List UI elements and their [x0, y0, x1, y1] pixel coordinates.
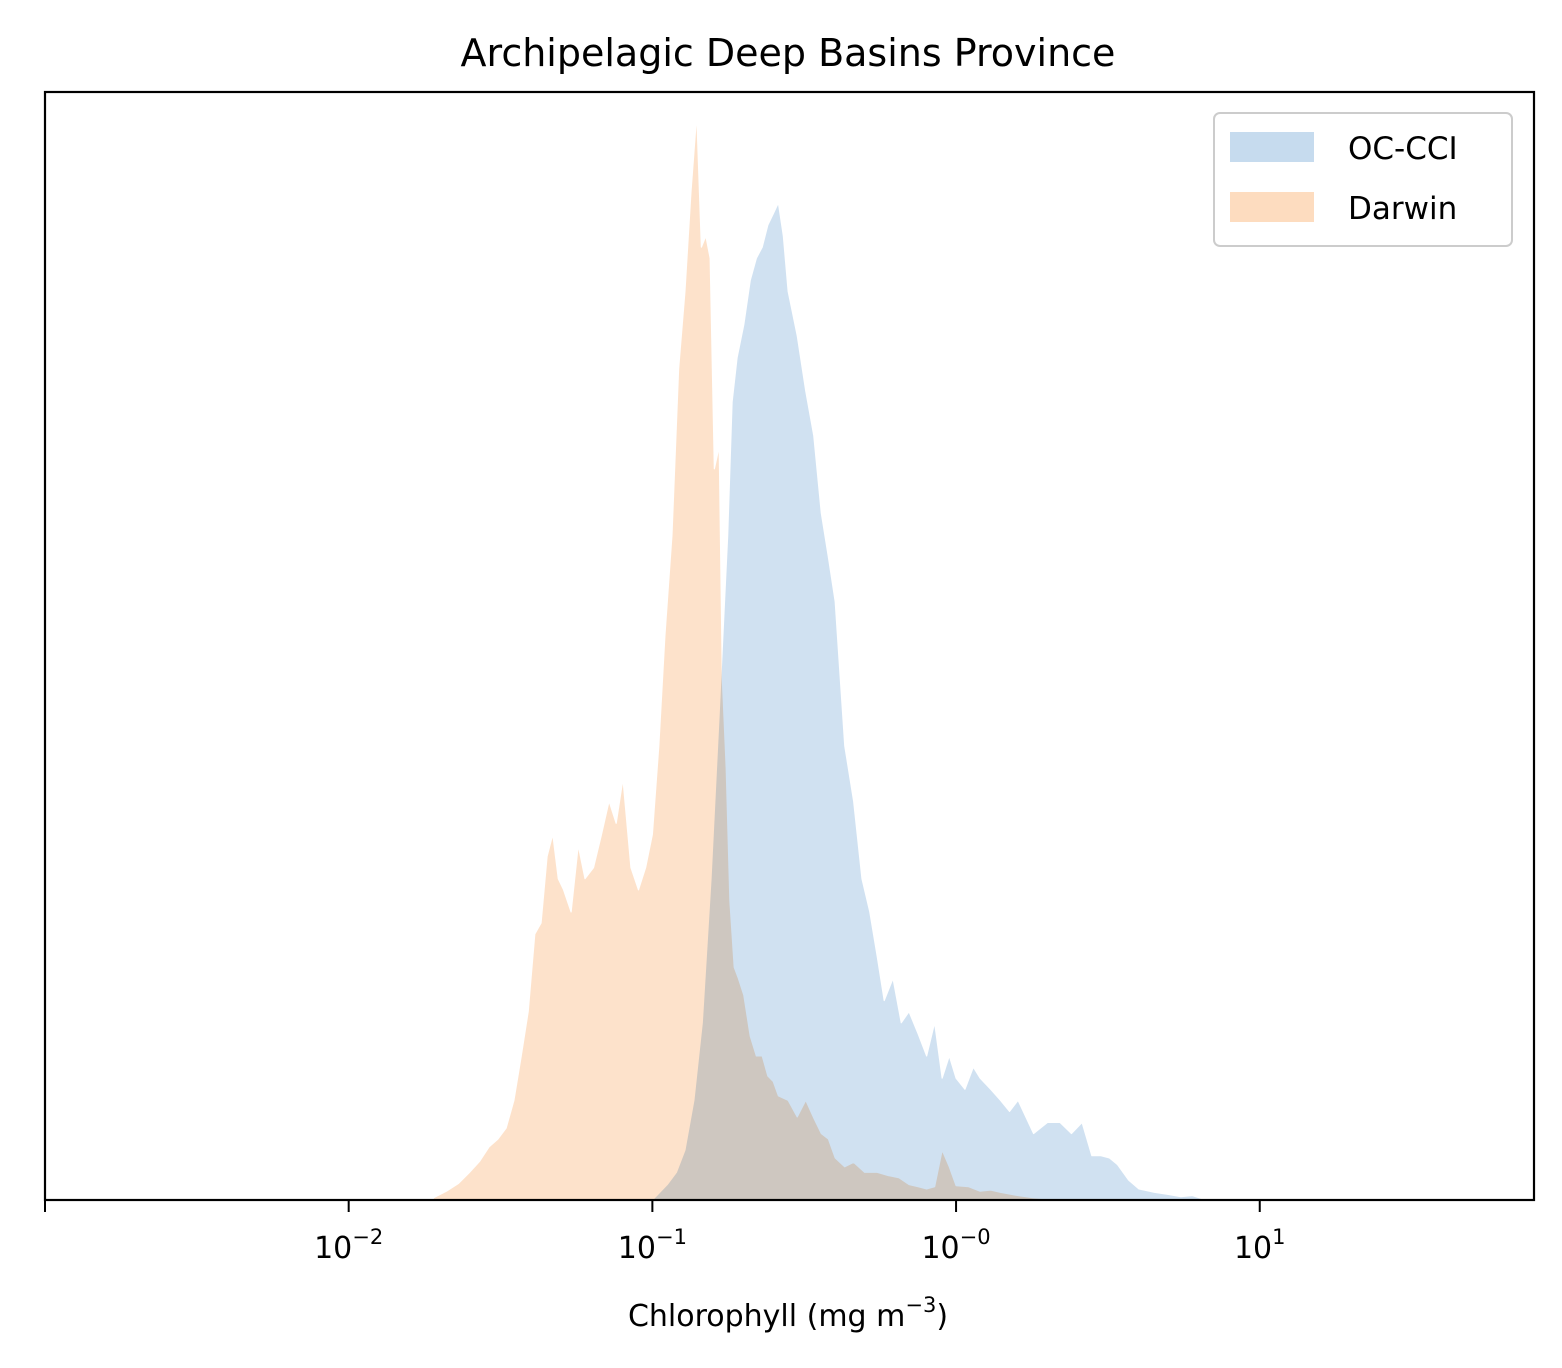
legend-label-oc-cci: OC-CCI [1348, 131, 1458, 167]
chart-title: Archipelagic Deep Basins Province [461, 31, 1116, 75]
x-axis-label: Chlorophyll (mg m−3) [628, 1293, 948, 1334]
x-tick-label-base: 10 [921, 1231, 959, 1266]
x-tick-label-exponent: −0 [960, 1225, 991, 1249]
plot-frame [43, 90, 1536, 1202]
legend-label-darwin: Darwin [1348, 191, 1457, 227]
x-tick-label: 10−2 [314, 1225, 383, 1266]
series-area-darwin [432, 113, 1067, 1201]
x-tick-label-base: 10 [314, 1231, 352, 1266]
x-axis-label-main: Chlorophyll (mg m [628, 1299, 905, 1334]
x-tick-label-exponent: −1 [656, 1225, 687, 1249]
series-area-oc-cci [651, 202, 1214, 1201]
legend-swatch-darwin [1230, 192, 1314, 222]
legend-swatch-oc-cci [1230, 132, 1314, 162]
x-axis-ticks: 10−2 10−1 10−0 101 [44, 1200, 1286, 1266]
x-tick-label-exponent: 1 [1272, 1225, 1285, 1249]
x-tick-label: 101 [1234, 1225, 1286, 1266]
x-tick-label: 10−0 [921, 1225, 990, 1266]
legend: OC-CCI Darwin [1213, 112, 1513, 247]
x-axis-label-suffix: ) [936, 1299, 948, 1334]
x-tick-label-base: 10 [1234, 1231, 1272, 1266]
x-tick-label-base: 10 [618, 1231, 656, 1266]
x-tick-label: 10−1 [618, 1225, 687, 1266]
x-axis-label-superscript: −3 [905, 1293, 936, 1317]
plot-area [432, 113, 1214, 1201]
x-tick-label-exponent: −2 [352, 1225, 383, 1249]
